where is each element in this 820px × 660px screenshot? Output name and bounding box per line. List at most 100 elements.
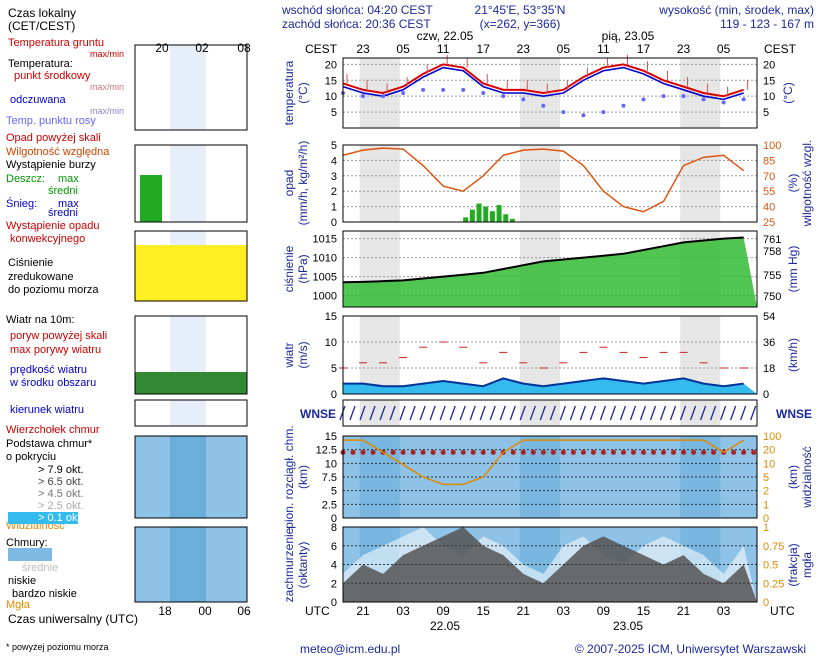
night-band <box>680 400 721 426</box>
night-band <box>680 145 721 222</box>
legend-text: max porywy wiatru <box>10 344 101 356</box>
day2-bottom-label: 23.05 <box>613 619 643 633</box>
rain-bar <box>463 217 469 222</box>
temp-tick-right: 15 <box>763 75 775 87</box>
dew-point-dot <box>661 94 666 99</box>
sunrise: wschód słońca: 04:20 CEST <box>281 3 433 17</box>
precip-tick: 1 <box>331 202 337 214</box>
cloud-unit: (km) <box>296 465 310 489</box>
dew-point-dot <box>361 94 366 99</box>
legend-text: Podstawa chmur* <box>6 438 93 450</box>
fog-tick: 0.25 <box>763 578 784 590</box>
cloud-top-dot <box>470 449 476 455</box>
pressure-tick: 1010 <box>313 253 337 265</box>
night-band <box>519 400 561 426</box>
legend-text: Deszcz: <box>6 173 45 185</box>
wind-arrow <box>720 405 727 421</box>
pressure-tick: 1000 <box>313 291 337 303</box>
wind-tick: 15 <box>325 311 337 323</box>
cloud-top-dot <box>620 449 626 455</box>
mmhg-tick: 755 <box>763 270 781 282</box>
elevation-values: 119 - 123 - 167 m <box>720 17 814 31</box>
cover-tick: 2 <box>331 578 337 590</box>
utc-hour-tick: 15 <box>637 604 651 618</box>
cover-unit: (oktanty) <box>296 542 310 589</box>
cloud-top-dot <box>480 449 486 455</box>
cest-hour-tick: 05 <box>717 42 731 56</box>
humidity-tick: 70 <box>763 171 775 183</box>
wind-arrow <box>669 405 677 421</box>
cloud-top-dot <box>741 449 747 455</box>
dew-point-dot <box>441 87 446 92</box>
humidity-tick: 55 <box>763 186 775 198</box>
legend-text: średnie <box>22 562 58 574</box>
dew-point-dot <box>521 97 526 102</box>
footer-email[interactable]: meteo@icm.edu.pl <box>300 642 400 656</box>
cloud-top-dot <box>550 449 556 455</box>
cloud-top-dot <box>600 449 606 455</box>
wind-arrow <box>479 405 486 421</box>
legend-night-band <box>170 436 206 518</box>
cloud-top-dot <box>751 449 757 455</box>
rain-bar <box>483 206 489 222</box>
wind-arrow <box>740 405 747 421</box>
legend-text: poryw powyżej skali <box>10 330 107 342</box>
cloud-km-tick: 15 <box>325 431 337 443</box>
legend-text: Ciśnienie <box>8 257 53 269</box>
wind-arrow <box>379 405 386 421</box>
sunset: zachód słońca: 20:36 CEST <box>282 17 431 31</box>
wind-arrow <box>629 405 637 421</box>
press-unit: (hPa) <box>296 254 310 283</box>
cloud-km-tick: 2.5 <box>322 499 337 511</box>
cloud-km-tick: 0 <box>331 513 337 525</box>
footer-copyright: © 2007-2025 ICM, Uniwersytet Warszawski <box>575 642 806 656</box>
fog-tick: 0 <box>763 597 769 609</box>
wind-arrow <box>659 405 667 421</box>
legend-text: > 0.1 okt. <box>38 512 84 524</box>
wind-arrow <box>409 405 416 421</box>
night-band <box>359 145 400 222</box>
wind-arrow <box>389 405 396 421</box>
pressure-tick: 1015 <box>313 234 337 246</box>
wind-compass-left: WNSE <box>300 407 336 421</box>
rain-bar <box>489 211 495 222</box>
legend-night-band <box>170 145 206 222</box>
wind-arrow <box>459 405 466 421</box>
dew-point-dot <box>541 103 546 108</box>
kmh-tick: 54 <box>763 311 775 323</box>
dew-point-dot <box>461 87 466 92</box>
cloud-top-dot <box>440 449 446 455</box>
legend-text: Mgła <box>6 599 31 611</box>
low-cloud-area <box>343 527 757 602</box>
utc-label-right: UTC <box>770 604 795 618</box>
legend-text: max/min <box>90 106 124 116</box>
cest-hour-tick: 23 <box>356 42 370 56</box>
wind-arrow <box>639 405 647 421</box>
panel-frame <box>342 399 758 427</box>
cloud-top-dot <box>560 449 566 455</box>
pressure-area <box>343 237 757 307</box>
wind-arrow <box>559 405 566 421</box>
wind-arrow <box>399 405 406 421</box>
legend-panel-frame <box>134 399 248 427</box>
legend-text: Temp. punktu rosy <box>6 115 96 127</box>
grid-point: (x=262, y=366) <box>480 17 561 31</box>
legend-text: konwekcyjnego <box>10 233 85 245</box>
legend-wind-fill <box>135 372 247 394</box>
wind-arrow <box>709 405 717 421</box>
local-time-zone: (CET/CEST) <box>8 19 75 33</box>
mmhg-tick: 761 <box>763 234 781 246</box>
legend-text: Temperatura: <box>8 58 73 70</box>
visibility-tick: 5 <box>763 472 769 484</box>
cloud-top-dot <box>640 449 646 455</box>
panel-frame <box>342 144 758 223</box>
night-band <box>359 316 400 394</box>
wind-arrow <box>529 405 536 421</box>
temp-tick: 5 <box>331 107 337 119</box>
cloud-top-dot <box>580 449 586 455</box>
wind-arrow <box>609 405 617 421</box>
cloud-top-dot <box>691 449 697 455</box>
cloud-top-dot <box>450 449 456 455</box>
cloud-top-dot <box>520 449 526 455</box>
